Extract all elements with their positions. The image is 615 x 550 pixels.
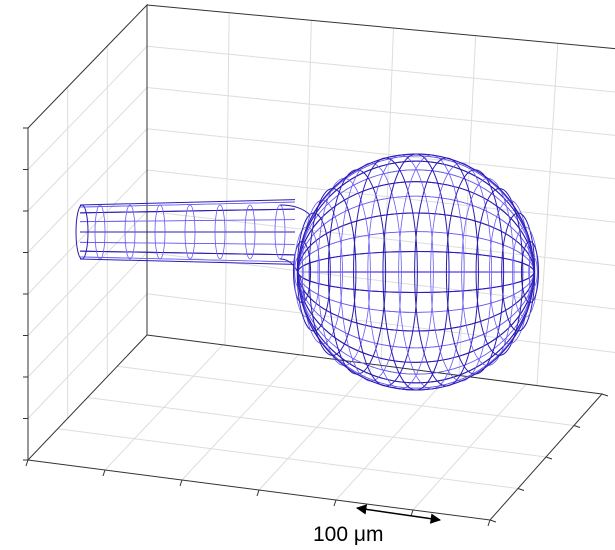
tick	[546, 457, 552, 459]
latitude	[309, 189, 356, 356]
latitude	[446, 170, 503, 374]
tick	[490, 520, 496, 522]
tick	[488, 520, 490, 526]
grid-line	[117, 366, 574, 425]
latitude	[462, 178, 514, 365]
tick	[574, 426, 580, 428]
latitude	[328, 170, 385, 374]
tick	[602, 394, 608, 396]
tick	[518, 489, 524, 491]
meridian	[298, 170, 534, 374]
tick	[26, 460, 28, 466]
tube-line	[80, 220, 295, 222]
meridian	[298, 272, 534, 273]
meridian	[298, 161, 534, 383]
meridian	[298, 196, 534, 348]
latitude	[383, 154, 449, 390]
latitude	[340, 163, 401, 381]
latitude	[368, 155, 434, 389]
scale-bar	[357, 508, 440, 520]
tick	[257, 490, 259, 496]
tube-line	[80, 242, 295, 244]
grid-line	[88, 398, 547, 458]
meridian	[298, 161, 534, 383]
scale-bar-label: 100 μm	[313, 523, 383, 546]
meridian	[298, 170, 534, 374]
tick	[103, 470, 105, 476]
axis-edge	[147, 5, 615, 51]
meridian	[298, 213, 534, 331]
latitude	[399, 155, 465, 389]
grid-line	[147, 129, 615, 181]
grid-line	[28, 46, 147, 169]
axes-box	[23, 5, 615, 526]
figure: 100 μm	[0, 0, 615, 550]
grid-line	[28, 253, 147, 378]
grid-line	[28, 294, 147, 419]
grid-line	[147, 46, 615, 94]
meridian	[298, 252, 534, 293]
latitude	[318, 178, 370, 365]
meridian	[298, 196, 534, 348]
grid-line	[58, 429, 518, 489]
tick	[334, 500, 336, 506]
latitude	[431, 163, 492, 381]
meridian	[298, 213, 534, 331]
tick	[180, 480, 182, 486]
grid-line	[28, 88, 147, 212]
grid-line	[147, 88, 615, 138]
